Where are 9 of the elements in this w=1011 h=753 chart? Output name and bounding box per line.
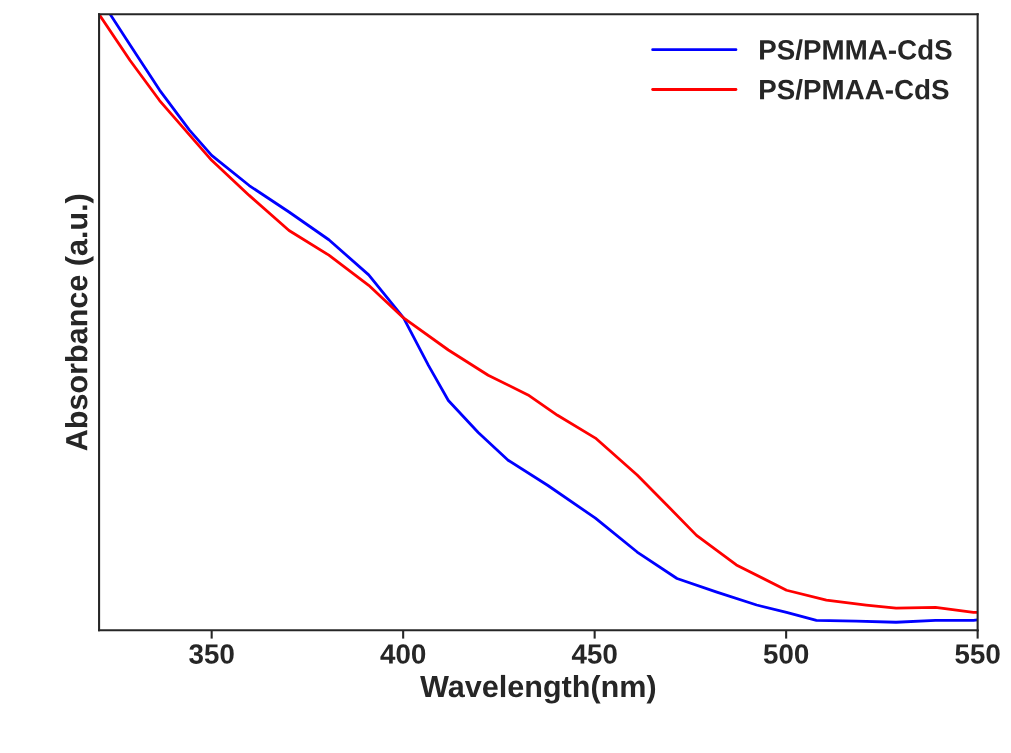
x-tick-label: 400 <box>380 644 426 664</box>
x-axis-title: Wavelength(nm) <box>420 674 656 704</box>
legend-label: PS/PMAA-CdS <box>760 79 949 100</box>
legend-label: PS/PMMA-CdS <box>760 39 952 60</box>
x-tick-label: 550 <box>955 644 1000 664</box>
x-tick-label: 450 <box>571 644 617 664</box>
x-tick-label: 500 <box>763 644 809 664</box>
x-tick-label: 350 <box>189 644 234 664</box>
y-axis-title: Absorbance (a.u.) <box>65 194 94 451</box>
